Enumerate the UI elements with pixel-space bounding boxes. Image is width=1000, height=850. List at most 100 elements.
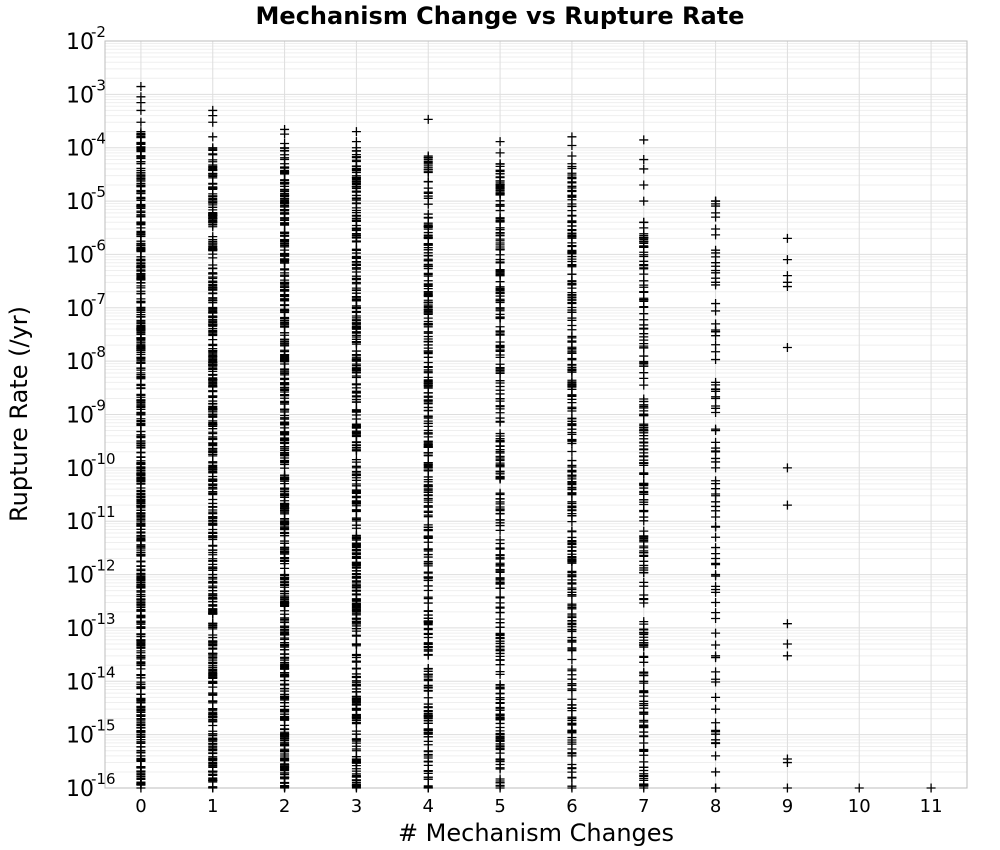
y-tick-label: 10-5 xyxy=(66,183,106,215)
data-point xyxy=(639,532,649,542)
data-point xyxy=(567,252,577,262)
y-tick-label: 10-16 xyxy=(66,770,116,802)
data-point xyxy=(280,159,290,169)
data-point xyxy=(639,766,649,776)
data-point xyxy=(351,244,361,254)
data-point xyxy=(136,694,146,704)
data-point xyxy=(567,159,577,169)
data-point xyxy=(136,325,146,335)
data-point xyxy=(208,689,218,699)
data-point xyxy=(567,714,577,724)
data-point xyxy=(280,178,290,188)
y-tick-label: 10-13 xyxy=(66,610,116,642)
data-point xyxy=(208,386,218,396)
data-point xyxy=(711,463,721,473)
data-point xyxy=(208,319,218,329)
data-point xyxy=(567,367,577,377)
data-point xyxy=(423,724,433,734)
data-point xyxy=(280,490,290,500)
data-point xyxy=(567,763,577,773)
data-point xyxy=(567,261,577,271)
data-point xyxy=(711,735,721,745)
data-point xyxy=(495,178,505,188)
data-point xyxy=(351,783,361,793)
x-tick-label: 0 xyxy=(135,796,146,817)
data-point xyxy=(423,183,433,193)
data-point xyxy=(208,760,218,770)
x-axis-label: # Mechanism Changes xyxy=(398,819,674,847)
y-tick-base: 10 xyxy=(66,350,94,375)
data-point xyxy=(711,512,721,522)
data-point xyxy=(423,377,433,387)
data-point xyxy=(711,570,721,580)
data-point xyxy=(423,221,433,231)
data-point xyxy=(208,160,218,170)
y-tick-exponent: -8 xyxy=(91,343,106,361)
data-point xyxy=(567,141,577,151)
data-point xyxy=(351,498,361,508)
data-point xyxy=(711,581,721,591)
data-point xyxy=(280,528,290,538)
data-point xyxy=(567,679,577,689)
data-point xyxy=(567,151,577,161)
data-point xyxy=(351,681,361,691)
data-point xyxy=(136,710,146,720)
data-point xyxy=(208,731,218,741)
data-point xyxy=(208,328,218,338)
data-point xyxy=(208,344,218,354)
data-point xyxy=(567,783,577,793)
data-point xyxy=(351,726,361,736)
data-point xyxy=(280,411,290,421)
y-tick-label: 10-3 xyxy=(66,76,106,108)
data-point xyxy=(423,240,433,250)
data-point xyxy=(567,482,577,492)
data-point xyxy=(639,302,649,312)
plot-frame xyxy=(104,40,968,789)
data-point xyxy=(711,476,721,486)
data-point xyxy=(136,637,146,647)
data-point xyxy=(351,606,361,616)
y-tick-label: 10-15 xyxy=(66,717,116,749)
data-point xyxy=(495,506,505,516)
data-point xyxy=(567,241,577,251)
data-point xyxy=(495,352,505,362)
data-point xyxy=(567,446,577,456)
data-point xyxy=(567,279,577,289)
data-point xyxy=(495,452,505,462)
data-point xyxy=(351,734,361,744)
data-point xyxy=(782,651,792,661)
data-point xyxy=(136,166,146,176)
data-point xyxy=(351,285,361,295)
data-point xyxy=(136,142,146,152)
data-point xyxy=(280,129,290,139)
data-point xyxy=(639,746,649,756)
data-point xyxy=(280,601,290,611)
y-tick-exponent: -6 xyxy=(91,236,106,254)
y-tick-label: 10-4 xyxy=(66,130,106,162)
data-point xyxy=(495,436,505,446)
data-point xyxy=(423,343,433,353)
y-tick-base: 10 xyxy=(66,564,94,589)
data-point xyxy=(423,405,433,415)
data-point xyxy=(423,114,433,124)
data-point xyxy=(495,783,505,793)
data-point xyxy=(711,491,721,501)
data-point xyxy=(567,269,577,279)
data-point xyxy=(639,489,649,499)
data-point xyxy=(782,758,792,768)
data-point xyxy=(136,783,146,793)
data-point xyxy=(567,636,577,646)
data-point xyxy=(567,609,577,619)
data-point xyxy=(136,756,146,766)
data-point xyxy=(495,328,505,338)
data-point xyxy=(136,577,146,587)
data-point xyxy=(711,299,721,309)
data-point xyxy=(567,186,577,196)
data-point xyxy=(351,437,361,447)
x-tick-label: 11 xyxy=(920,796,943,817)
data-point xyxy=(567,132,577,142)
data-point xyxy=(495,340,505,350)
data-point xyxy=(423,327,433,337)
data-point xyxy=(136,296,146,306)
